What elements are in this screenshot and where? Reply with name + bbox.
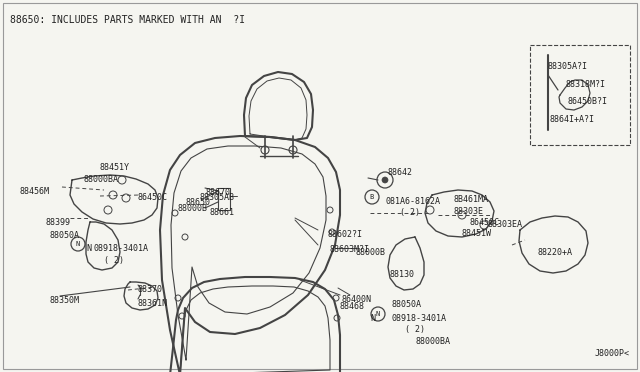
Text: 88050A: 88050A bbox=[392, 300, 422, 309]
Text: 88670: 88670 bbox=[206, 188, 231, 197]
Text: 8864I+A?I: 8864I+A?I bbox=[550, 115, 595, 124]
Text: 88050A: 88050A bbox=[50, 231, 80, 240]
Text: N: N bbox=[370, 314, 375, 323]
Text: 88661: 88661 bbox=[209, 208, 234, 217]
Text: 88456M: 88456M bbox=[20, 187, 50, 196]
Text: 88000B: 88000B bbox=[356, 248, 386, 257]
Bar bbox=[530, 45, 630, 145]
Text: 08918-3401A: 08918-3401A bbox=[392, 314, 447, 323]
Text: B: B bbox=[370, 194, 374, 200]
Text: 8B461MA: 8B461MA bbox=[453, 195, 488, 204]
Circle shape bbox=[382, 177, 388, 183]
Text: 88399: 88399 bbox=[45, 218, 70, 227]
Text: N: N bbox=[376, 311, 380, 317]
Text: 88361N: 88361N bbox=[138, 299, 168, 308]
Text: 88000BA: 88000BA bbox=[415, 337, 450, 346]
Text: 88305AB: 88305AB bbox=[200, 193, 235, 202]
Text: 88303E: 88303E bbox=[454, 207, 484, 216]
Text: 081A6-8162A: 081A6-8162A bbox=[386, 197, 441, 206]
Text: 88000B: 88000B bbox=[178, 204, 208, 213]
Text: N: N bbox=[86, 244, 91, 253]
Text: J8000P<: J8000P< bbox=[595, 349, 630, 358]
Text: ( 2): ( 2) bbox=[400, 208, 420, 217]
Text: 88603M?I: 88603M?I bbox=[330, 245, 370, 254]
Text: 88000BA: 88000BA bbox=[84, 175, 119, 184]
Text: 88318M?I: 88318M?I bbox=[565, 80, 605, 89]
Text: 88468: 88468 bbox=[340, 302, 365, 311]
Text: 88303EA: 88303EA bbox=[488, 220, 523, 229]
Text: 88451W: 88451W bbox=[462, 229, 492, 238]
Text: 86450B?I: 86450B?I bbox=[568, 97, 608, 106]
Text: 88130: 88130 bbox=[390, 270, 415, 279]
Text: N: N bbox=[76, 241, 80, 247]
Text: 88350M: 88350M bbox=[50, 296, 80, 305]
Text: 88650: INCLUDES PARTS MARKED WITH AN  ?I: 88650: INCLUDES PARTS MARKED WITH AN ?I bbox=[10, 15, 245, 25]
Text: 88451Y: 88451Y bbox=[100, 163, 130, 172]
Text: ( 2): ( 2) bbox=[405, 325, 425, 334]
Text: 86450C: 86450C bbox=[138, 193, 168, 202]
Text: ( 2): ( 2) bbox=[104, 256, 124, 265]
Text: 08918-3401A: 08918-3401A bbox=[94, 244, 149, 253]
Text: 86450C: 86450C bbox=[470, 218, 500, 227]
Text: 88602?I: 88602?I bbox=[327, 230, 362, 239]
Text: 88305A?I: 88305A?I bbox=[547, 62, 587, 71]
Text: 88370: 88370 bbox=[138, 285, 163, 294]
Text: 86400N: 86400N bbox=[342, 295, 372, 304]
Text: 88220+A: 88220+A bbox=[537, 248, 572, 257]
Text: 88650: 88650 bbox=[186, 198, 211, 207]
Text: 88642: 88642 bbox=[388, 168, 413, 177]
